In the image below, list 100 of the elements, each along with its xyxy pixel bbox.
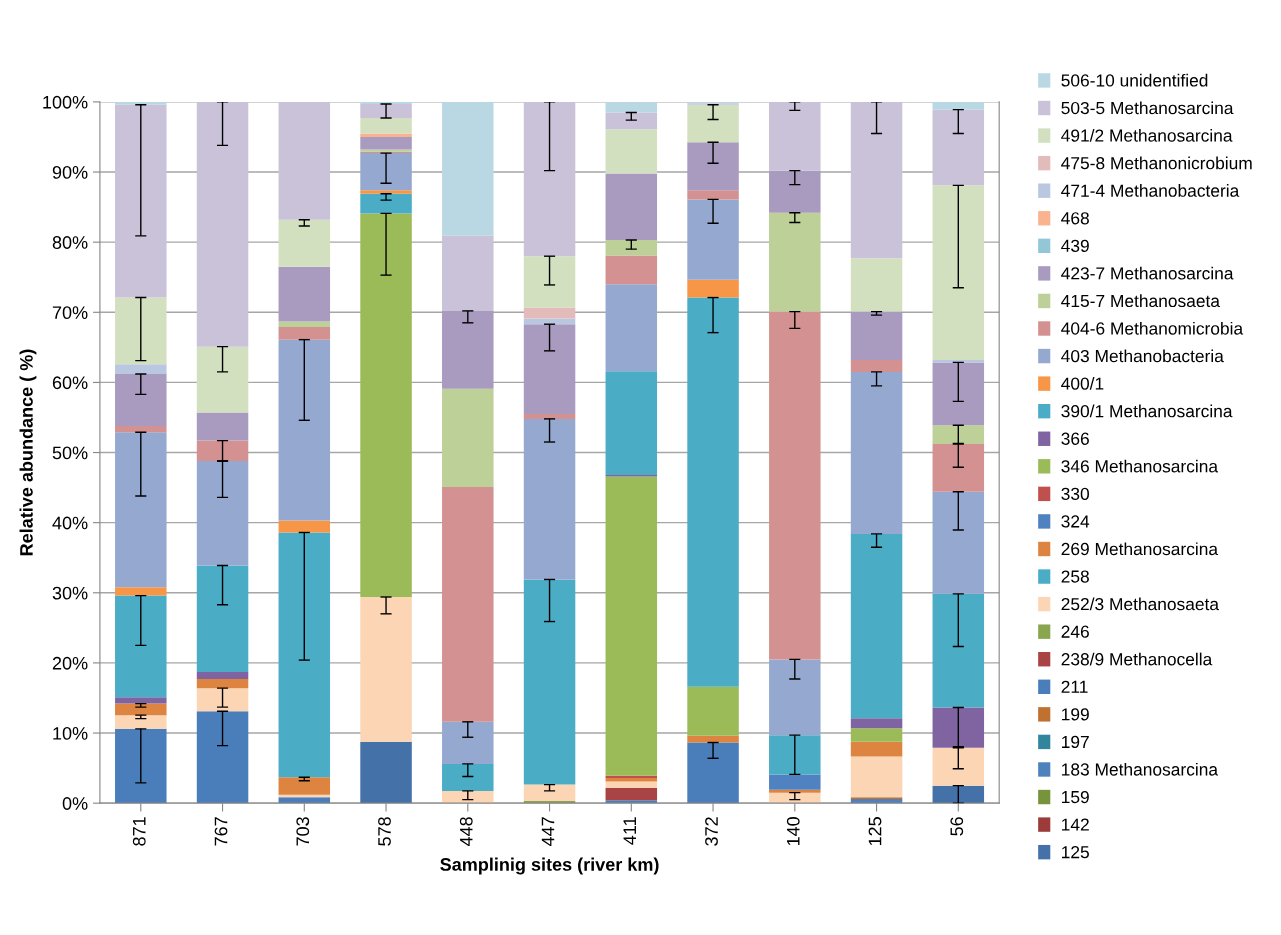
- legend-label: 142: [1062, 818, 1089, 831]
- bar: [115, 104, 167, 298]
- legend-label: 475-8 Methanonicrobium: [1061, 156, 1252, 170]
- bar: [605, 255, 658, 285]
- bar: [278, 219, 331, 267]
- bar: [687, 686, 739, 736]
- legend-label: 269 Methanosarcina: [1061, 542, 1219, 556]
- x-tick-label: 411: [623, 817, 636, 845]
- bar: [850, 359, 903, 372]
- bar: [850, 371, 903, 534]
- bar: [605, 173, 658, 241]
- x-tick-label: 140: [786, 817, 800, 846]
- bar: [932, 593, 985, 708]
- x-tick-label: 578: [378, 817, 391, 846]
- bar: [605, 101, 658, 113]
- bar: [360, 193, 412, 214]
- bar: [850, 728, 903, 742]
- legend-label: 403 Methanobacteria: [1061, 349, 1224, 363]
- legend-label: 159: [1062, 790, 1089, 804]
- bar: [769, 101, 821, 171]
- bar: [196, 101, 249, 347]
- legend-label: 238/9 Methanocella: [1061, 652, 1213, 666]
- x-tick-label: 372: [705, 817, 718, 846]
- bar: [850, 311, 903, 360]
- legend-label: 471-4 Methanobacteria: [1061, 184, 1240, 197]
- bar: [605, 129, 658, 174]
- bar: [769, 212, 821, 312]
- bar: [523, 318, 576, 325]
- bar: [605, 476, 658, 776]
- bar: [605, 240, 658, 256]
- bar: [523, 256, 576, 308]
- bar: [523, 413, 576, 419]
- bar: [769, 311, 821, 660]
- bar: [278, 339, 331, 521]
- y-tick-label: 70%: [52, 306, 88, 320]
- y-tick-label: 60%: [52, 376, 88, 390]
- bar: [360, 153, 412, 191]
- y-tick-label: 50%: [52, 446, 88, 460]
- bar: [523, 418, 576, 580]
- bar: [278, 101, 331, 220]
- bar: [115, 715, 167, 729]
- legend-label: 404-6 Methanomicrobia: [1061, 321, 1244, 335]
- bar: [278, 520, 331, 533]
- bar: [687, 199, 739, 280]
- y-tick-label: 10%: [53, 726, 88, 740]
- bar: [278, 327, 331, 340]
- bar: [196, 679, 249, 689]
- y-tick-label: 80%: [52, 236, 88, 249]
- y-tick-label: 30%: [52, 586, 88, 600]
- bar: [687, 190, 739, 200]
- legend-label: 400/1: [1061, 377, 1104, 390]
- bar: [932, 491, 985, 594]
- x-tick-label: 56: [950, 817, 964, 836]
- bar: [769, 774, 821, 790]
- bar: [850, 741, 903, 757]
- bar: [360, 136, 412, 150]
- bar: [850, 101, 903, 259]
- bar: [442, 763, 494, 791]
- bar: [687, 142, 739, 191]
- bar: [442, 235, 494, 311]
- bar: [932, 185, 985, 360]
- bar: [115, 595, 167, 698]
- bar: [850, 798, 903, 804]
- bar: [115, 374, 167, 426]
- bar: [196, 711, 249, 804]
- bar: [115, 101, 167, 105]
- x-axis-title: Samplinig sites (river km): [440, 857, 659, 875]
- bar: [442, 790, 494, 804]
- bar: [850, 756, 903, 798]
- x-tick-label: 871: [132, 817, 146, 846]
- legend-label: 125: [1062, 846, 1089, 859]
- legend-label: 503-5 Methanosarcina: [1061, 101, 1234, 115]
- legend-label: 439: [1061, 239, 1089, 252]
- bar: [850, 533, 903, 719]
- x-tick-label: 447: [541, 817, 555, 847]
- legend-label: 415-7 Methanosaeta: [1061, 294, 1220, 308]
- bar: [850, 718, 903, 729]
- bar: [360, 133, 412, 137]
- bar: [196, 440, 249, 461]
- y-tick-label: 0%: [62, 797, 88, 810]
- bar: [115, 432, 167, 588]
- bar: [442, 486, 494, 722]
- bar: [932, 362, 985, 426]
- bar: [360, 213, 412, 597]
- legend-label: 199: [1062, 708, 1089, 721]
- x-tick-label: 448: [459, 817, 473, 847]
- bar: [687, 279, 739, 298]
- y-tick-label: 40%: [52, 516, 88, 530]
- bar: [523, 324, 576, 414]
- bar: [687, 297, 739, 687]
- bar: [932, 785, 985, 804]
- bar: [115, 697, 167, 704]
- bar: [115, 297, 167, 365]
- bar: [442, 388, 494, 487]
- y-tick-label: 90%: [52, 165, 88, 179]
- bar: [115, 703, 167, 716]
- bar: [932, 101, 985, 110]
- bar: [769, 789, 821, 793]
- legend-label: 366: [1061, 432, 1089, 445]
- bar: [687, 735, 739, 743]
